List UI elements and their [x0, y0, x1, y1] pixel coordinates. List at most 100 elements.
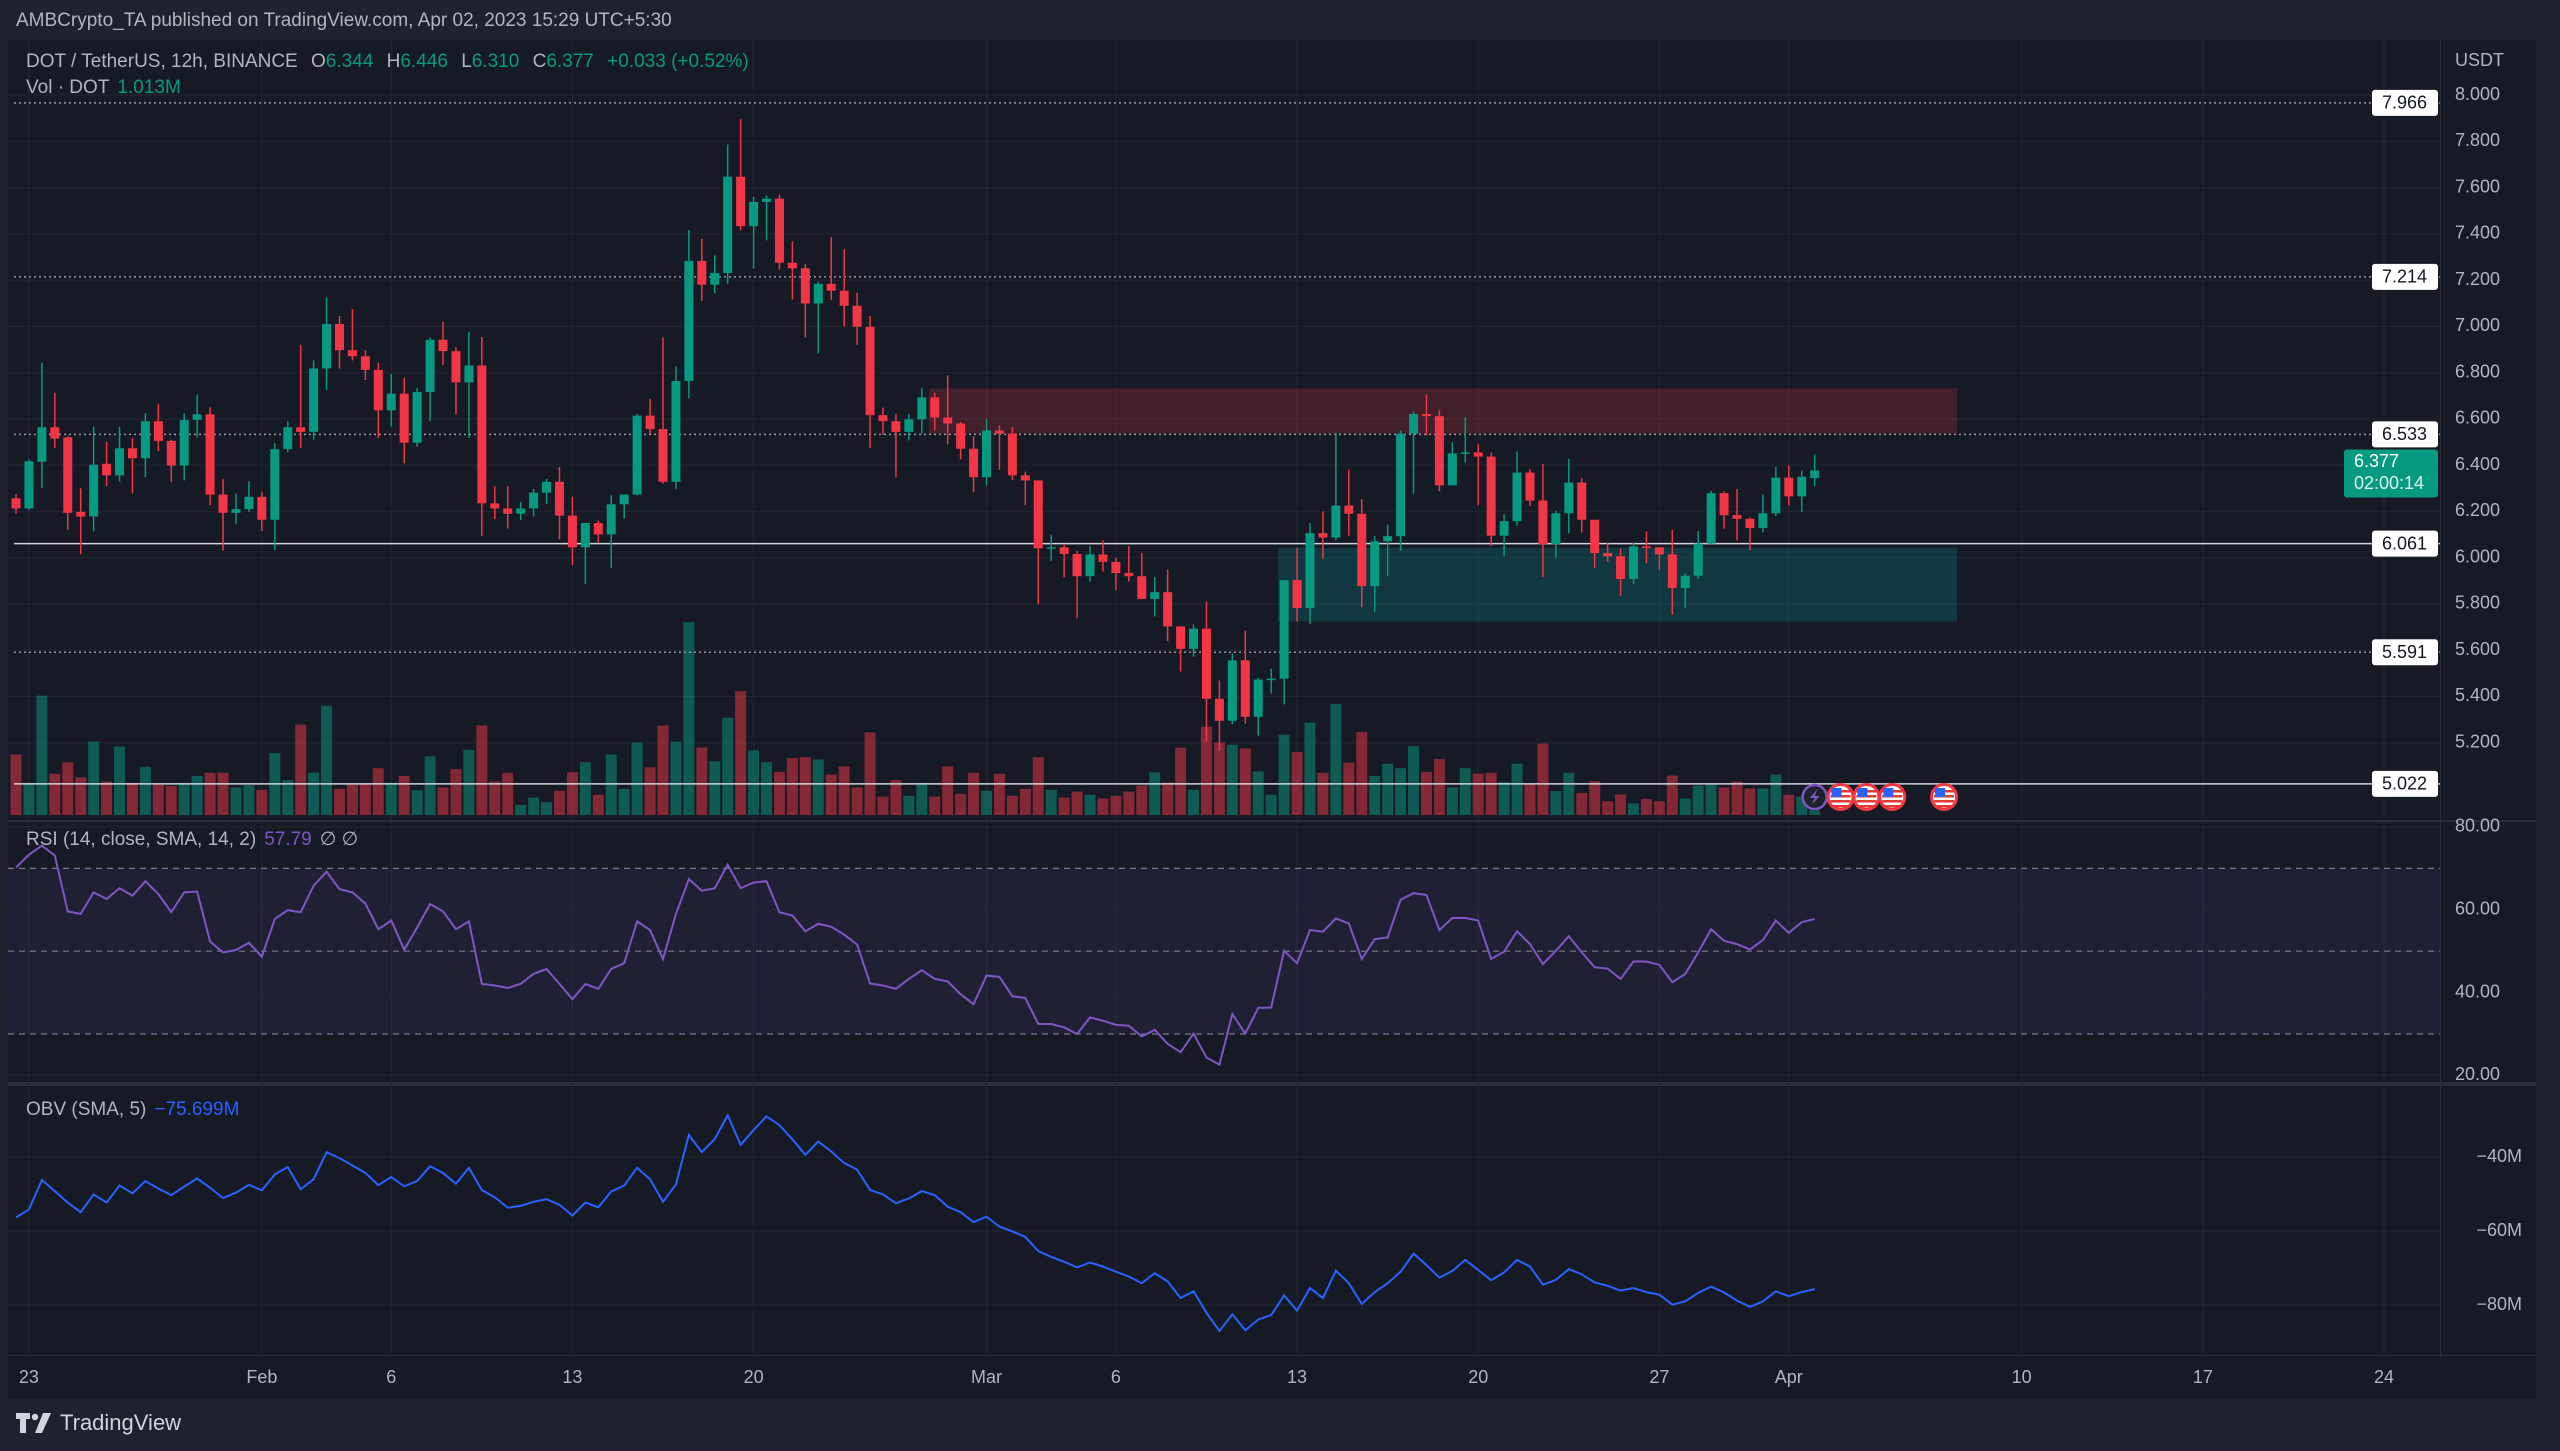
- candle[interactable]: [231, 493, 241, 524]
- candle[interactable]: [1460, 417, 1470, 463]
- candle[interactable]: [1279, 580, 1289, 705]
- candle[interactable]: [554, 467, 564, 540]
- candle[interactable]: [762, 195, 772, 241]
- candle[interactable]: [710, 255, 720, 294]
- candle[interactable]: [1085, 546, 1095, 582]
- candle[interactable]: [1719, 491, 1729, 529]
- candle[interactable]: [1706, 490, 1716, 545]
- candle[interactable]: [1137, 553, 1147, 600]
- candle[interactable]: [1253, 677, 1263, 736]
- us-flag-event-icon[interactable]: [1852, 783, 1881, 811]
- candle[interactable]: [477, 337, 487, 536]
- candle[interactable]: [917, 387, 927, 434]
- candle[interactable]: [425, 337, 435, 422]
- candle[interactable]: [1227, 653, 1237, 725]
- candle[interactable]: [891, 413, 901, 478]
- us-flag-event-icon[interactable]: [1826, 783, 1855, 811]
- candle[interactable]: [904, 413, 914, 441]
- candle[interactable]: [516, 501, 526, 521]
- us-flag-event-icon[interactable]: [1878, 783, 1907, 811]
- volume-label[interactable]: Vol · DOT: [26, 77, 110, 98]
- candle[interactable]: [1059, 543, 1069, 578]
- candle[interactable]: [360, 350, 370, 381]
- candle[interactable]: [839, 249, 849, 327]
- candle[interactable]: [982, 418, 991, 486]
- candle[interactable]: [205, 407, 215, 506]
- candle[interactable]: [632, 413, 642, 496]
- us-flag-event-icon[interactable]: [1930, 783, 1959, 811]
- candle[interactable]: [1667, 529, 1677, 615]
- candle[interactable]: [1525, 469, 1535, 507]
- candle[interactable]: [1020, 471, 1030, 506]
- candle[interactable]: [606, 495, 616, 568]
- candle[interactable]: [1538, 463, 1548, 577]
- candle[interactable]: [50, 392, 60, 448]
- candle[interactable]: [1318, 511, 1328, 559]
- candle[interactable]: [1447, 442, 1457, 486]
- candle[interactable]: [179, 413, 189, 481]
- candle[interactable]: [1124, 546, 1134, 582]
- candle[interactable]: [1590, 519, 1600, 568]
- candle[interactable]: [166, 439, 176, 483]
- candle[interactable]: [76, 488, 86, 555]
- candle[interactable]: [1111, 557, 1121, 590]
- candle[interactable]: [1383, 524, 1393, 577]
- candle[interactable]: [283, 421, 293, 453]
- candle[interactable]: [749, 196, 759, 269]
- candle[interactable]: [1564, 458, 1574, 534]
- candle[interactable]: [1189, 624, 1199, 657]
- candle[interactable]: [373, 362, 383, 438]
- candle[interactable]: [37, 362, 47, 489]
- candle[interactable]: [1176, 626, 1186, 672]
- candle[interactable]: [1629, 542, 1638, 585]
- candle[interactable]: [257, 492, 267, 532]
- candle[interactable]: [1732, 488, 1742, 541]
- candle[interactable]: [645, 398, 655, 434]
- candle[interactable]: [399, 377, 409, 464]
- candle[interactable]: [1797, 470, 1807, 512]
- candle[interactable]: [800, 264, 810, 338]
- candle[interactable]: [1680, 573, 1690, 609]
- obv-label[interactable]: OBV (SMA, 5): [26, 1099, 147, 1120]
- candle[interactable]: [852, 292, 862, 345]
- candle[interactable]: [218, 479, 228, 551]
- candle[interactable]: [244, 481, 254, 512]
- candle[interactable]: [1033, 480, 1043, 605]
- candle[interactable]: [1512, 451, 1522, 526]
- candle[interactable]: [542, 479, 552, 504]
- candle[interactable]: [1745, 517, 1755, 551]
- candle[interactable]: [386, 374, 396, 427]
- candle[interactable]: [127, 438, 137, 494]
- candle[interactable]: [865, 315, 875, 449]
- rsi-label[interactable]: RSI (14, close, SMA, 14, 2): [26, 829, 257, 850]
- candle[interactable]: [1150, 576, 1160, 617]
- candle[interactable]: [969, 436, 979, 493]
- candle[interactable]: [140, 413, 150, 478]
- candle[interactable]: [723, 144, 733, 284]
- lightning-event-icon[interactable]: [1801, 783, 1828, 811]
- candle[interactable]: [1344, 469, 1354, 536]
- candle[interactable]: [1007, 427, 1017, 480]
- candle[interactable]: [619, 494, 629, 519]
- candle[interactable]: [736, 118, 746, 231]
- candle[interactable]: [813, 281, 823, 354]
- candle[interactable]: [1072, 550, 1082, 619]
- candle[interactable]: [1499, 514, 1509, 557]
- candle[interactable]: [1292, 547, 1302, 622]
- candle[interactable]: [1577, 478, 1587, 533]
- candle[interactable]: [464, 331, 474, 438]
- candle[interactable]: [1098, 540, 1108, 572]
- candle[interactable]: [1370, 536, 1380, 612]
- candle[interactable]: [1654, 547, 1664, 571]
- candle[interactable]: [1771, 467, 1781, 517]
- candle[interactable]: [11, 494, 21, 514]
- candle[interactable]: [192, 394, 202, 438]
- candle[interactable]: [503, 486, 513, 529]
- candle[interactable]: [593, 520, 603, 543]
- candle[interactable]: [24, 459, 34, 511]
- candle[interactable]: [322, 297, 332, 390]
- candle[interactable]: [529, 488, 539, 517]
- candle[interactable]: [309, 360, 319, 440]
- candle[interactable]: [658, 337, 668, 484]
